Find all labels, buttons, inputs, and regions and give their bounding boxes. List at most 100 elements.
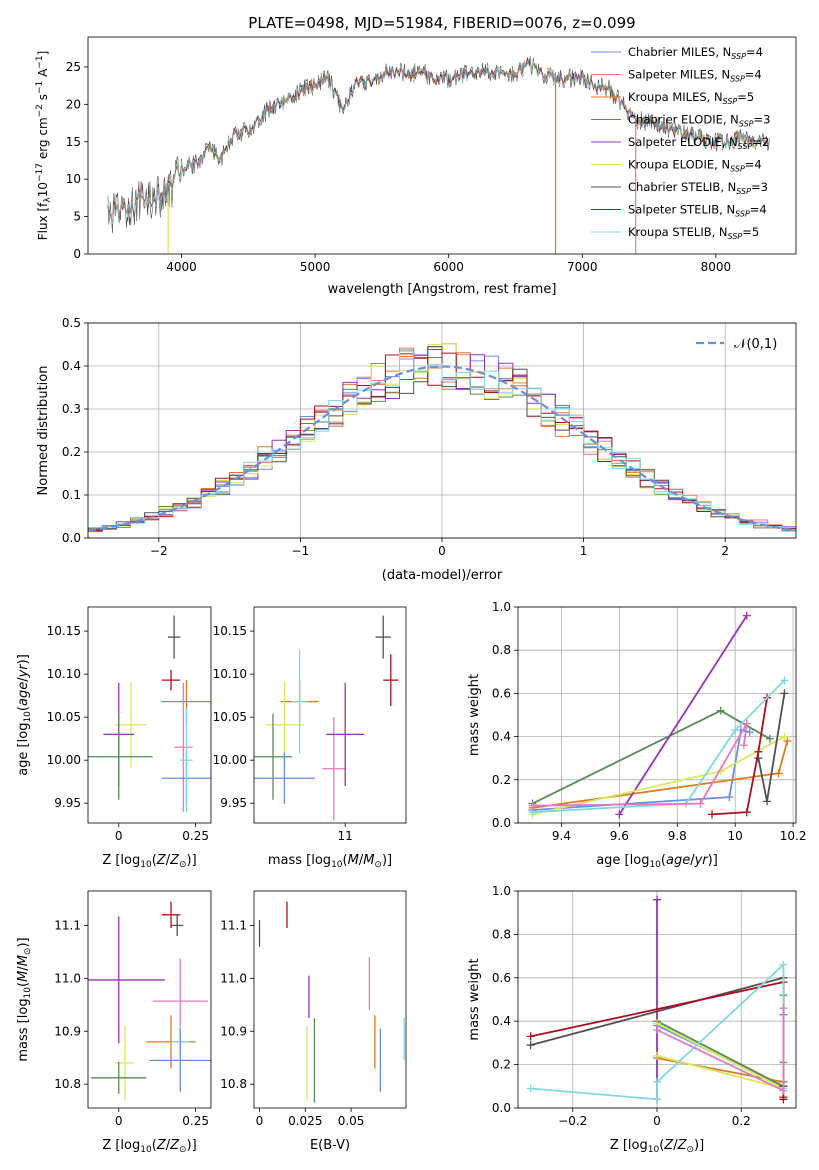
legend-entry: Kroupa STELIB, NSSP=5	[628, 225, 759, 241]
x-axis-label: E(B-V)	[310, 1138, 350, 1153]
errorbar-point	[171, 914, 184, 936]
spectrum-legend: Chabrier MILES, NSSP=4 Salpeter MILES, NS…	[591, 45, 770, 241]
weight-marker	[653, 1095, 661, 1104]
errorbar-point	[322, 717, 346, 821]
errorbar-point	[254, 752, 315, 805]
x-tick-label: 10.2	[780, 829, 807, 843]
age-vs-Z-panel: 0 0.25 9.95 10.00 10.05 10.10 10.15 Z [log10(Z/…	[16, 606, 212, 870]
y-tick-label: 5	[73, 210, 81, 224]
histogram-series	[88, 351, 796, 538]
x-axis-label: age [log10(age/yr)]	[596, 853, 718, 870]
y-tick-label: 0	[73, 247, 81, 261]
x-tick-label: 9.4	[552, 829, 571, 843]
weight-marker	[526, 1041, 535, 1050]
y-tick-label: 0.6	[492, 971, 511, 985]
weight-lines	[526, 895, 788, 1104]
weight-line	[532, 709, 771, 805]
x-tick-label: 0	[438, 544, 446, 558]
weight-marker	[763, 797, 772, 806]
axes-frame	[253, 890, 407, 1109]
weight-line	[711, 697, 768, 816]
weight-vs-Z-panel: −0.2 0 0.2 0.0 0.2 0.4 0.6 0.8 1.0 Z [log10(Z/Z⊙)…	[467, 884, 797, 1155]
y-tick-label: 0.3	[62, 402, 81, 416]
weight-marker	[653, 895, 661, 904]
legend-entry: Salpeter STELIB, NSSP=4	[628, 203, 767, 219]
y-tick-label: 10.10	[47, 667, 81, 681]
y-axis-label: age [log10(age/yr)]	[16, 654, 33, 776]
errorbars	[258, 901, 405, 1103]
weight-marker	[745, 728, 754, 737]
weight-marker	[696, 799, 705, 808]
weight-marker	[653, 1051, 661, 1060]
y-tick-label: 20	[66, 97, 81, 111]
axes-frame	[253, 606, 407, 824]
y-tick-label: 11.1	[220, 918, 247, 932]
errorbar-point	[88, 916, 165, 1044]
y-tick-label: 25	[66, 60, 81, 74]
x-tick-label: 0	[653, 1114, 661, 1128]
errorbar-point	[91, 1061, 147, 1094]
y-tick-label: 10.8	[54, 1077, 81, 1091]
weight-marker	[779, 1086, 788, 1095]
y-tick-label: 10.9	[54, 1024, 81, 1038]
weight-marker	[526, 1084, 535, 1093]
y-tick-label: 0.4	[62, 359, 81, 373]
weight-marker	[779, 960, 788, 969]
axes-frame	[87, 322, 797, 539]
x-axis-label: Z [log10(Z/Z⊙)]	[610, 1138, 704, 1155]
x-tick-label: 9.6	[610, 829, 629, 843]
y-tick-label: 10.10	[213, 667, 247, 681]
weight-series	[615, 611, 751, 819]
y-tick-label: 0.5	[62, 316, 81, 330]
weight-line	[532, 723, 748, 807]
weight-marker	[731, 726, 740, 735]
histograms	[88, 343, 796, 538]
x-tick-label: 9.8	[668, 829, 687, 843]
x-tick-label: 10	[728, 829, 743, 843]
x-tick-label: 0.2	[732, 1114, 751, 1128]
legend-entry: Kroupa ELODIE, NSSP=4	[628, 158, 762, 174]
x-tick-label: 2	[721, 544, 729, 558]
errorbar-point	[88, 713, 153, 800]
errorbar-point	[292, 650, 308, 754]
axes-frame	[517, 890, 797, 1109]
weight-marker	[708, 810, 717, 819]
x-tick-label: 0.025	[288, 1114, 322, 1128]
errorbars	[254, 615, 399, 821]
y-tick-label: 0.0	[62, 531, 81, 545]
y-tick-label: 15	[66, 135, 81, 149]
weight-marker	[780, 676, 789, 685]
y-tick-label: 10.8	[220, 1077, 247, 1091]
weight-marker	[653, 1077, 661, 1086]
weight-vs-age-panel: 9.4 9.6 9.8 10 10.2 0.0 0.2 0.4 0.6 0.8 1.0 age [lo…	[467, 600, 806, 870]
errorbars	[88, 615, 211, 812]
errorbar-point	[383, 654, 399, 706]
errorbar-point	[115, 681, 147, 768]
y-tick-label: 0.8	[492, 927, 511, 941]
x-tick-label: 0	[115, 1114, 123, 1128]
x-tick-label: 11	[338, 829, 353, 843]
y-tick-label: 0.2	[492, 773, 511, 787]
axes-frame	[87, 890, 212, 1109]
weight-marker	[725, 793, 734, 802]
weight-line	[532, 728, 750, 811]
x-tick-label: 0.25	[182, 1114, 209, 1128]
weight-marker	[742, 611, 751, 620]
x-tick-label: 0.05	[338, 1114, 365, 1128]
spectrum-model-line	[107, 57, 769, 225]
axes-frame	[87, 36, 797, 255]
weight-lines	[528, 611, 792, 819]
y-tick-label: 10.15	[213, 624, 247, 638]
x-tick-label: 1	[580, 544, 588, 558]
weight-marker	[653, 1025, 661, 1034]
legend-entry: 𝒩(0,1)	[734, 337, 777, 352]
x-tick-label: −2	[150, 544, 168, 558]
spectrum-panel: 4000 5000 6000 7000 8000 0 5 10 15 20 25 wavelength…	[35, 36, 797, 297]
y-tick-label: 9.95	[220, 796, 247, 810]
legend-entry: Salpeter MILES, NSSP=4	[628, 68, 762, 84]
y-axis-label: mass [log10(M/M⊙)]	[16, 937, 33, 1061]
y-tick-label: 10.00	[47, 753, 81, 767]
x-axis-label: Z [log10(Z/Z⊙)]	[102, 853, 196, 870]
weight-marker	[526, 1032, 535, 1041]
y-axis-label: Flux [fλ10−17 erg cm−2 s−1 A−1]	[35, 51, 53, 241]
